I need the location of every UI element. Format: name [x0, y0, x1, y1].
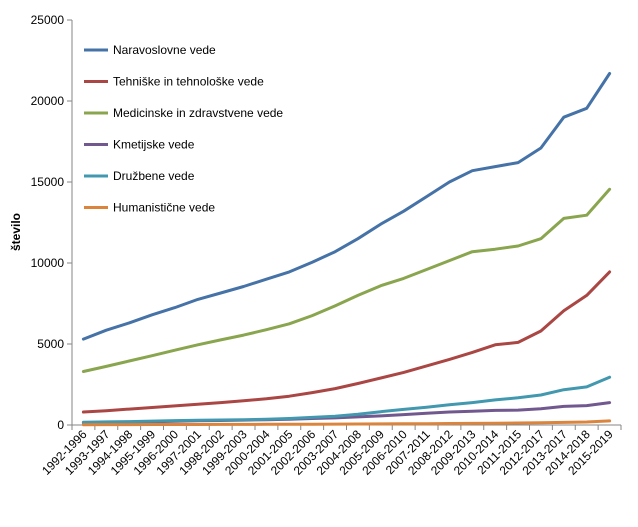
y-tick-label: 15000: [31, 175, 65, 189]
y-tick-label: 25000: [31, 13, 65, 27]
y-tick-label: 10000: [31, 256, 65, 270]
series-line-5: [81, 375, 612, 424]
series-line-1: [81, 72, 612, 341]
series-lines: [81, 72, 612, 427]
series-line-3: [81, 187, 612, 373]
legend-label: Družbene vede: [113, 169, 195, 183]
legend-label: Medicinske in zdravstvene vede: [113, 106, 283, 120]
legend-label: Humanistične vede: [113, 201, 215, 215]
series-line-2: [81, 270, 612, 414]
series-line-6: [81, 419, 612, 427]
y-tick-label: 20000: [31, 94, 65, 108]
legend: Naravoslovne vede Tehniške in tehnološke …: [84, 43, 283, 215]
y-tick-label: 5000: [37, 337, 64, 351]
legend-label: Tehniške in tehnološke vede: [113, 75, 264, 89]
y-tick-label: 0: [57, 418, 64, 432]
legend-label: Kmetijske vede: [113, 138, 195, 152]
legend-label: Naravoslovne vede: [113, 43, 216, 57]
y-axis-title: število: [9, 213, 23, 251]
